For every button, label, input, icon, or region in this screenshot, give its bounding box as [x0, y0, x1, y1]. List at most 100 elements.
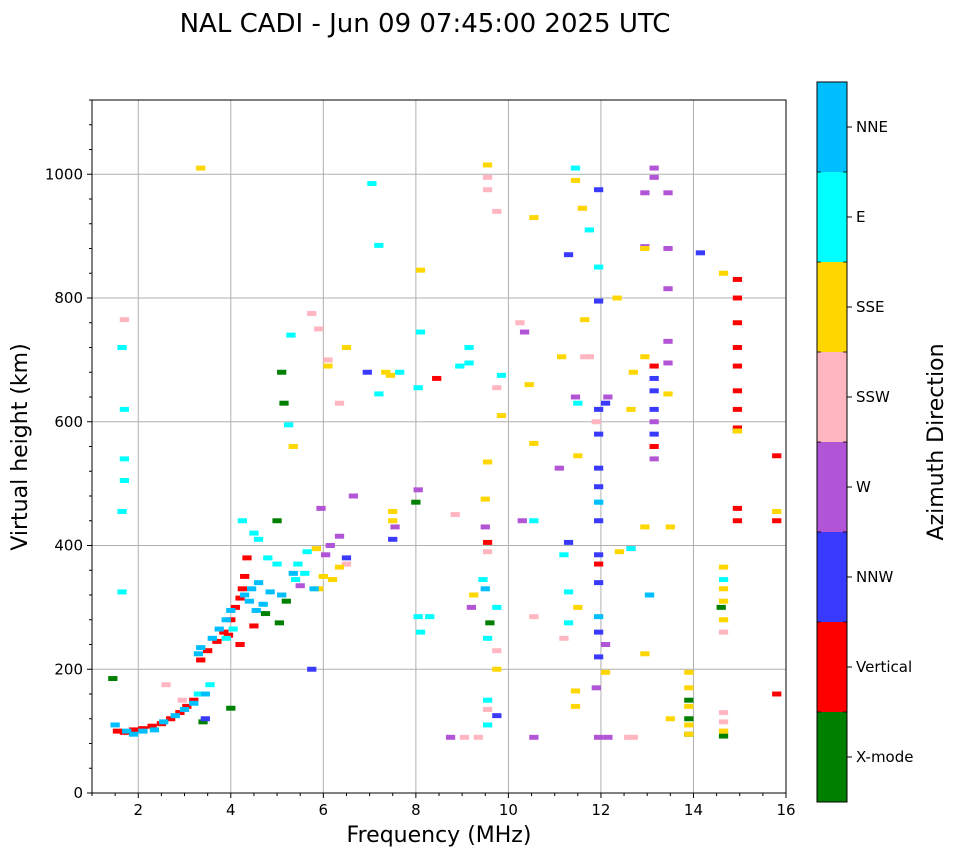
- colorbar-label: Azimuth Direction: [924, 343, 949, 540]
- data-point: [570, 394, 581, 400]
- data-point: [593, 580, 604, 586]
- data-point: [482, 174, 493, 180]
- data-point: [718, 577, 729, 583]
- data-point: [179, 706, 190, 712]
- data-point: [265, 589, 275, 595]
- data-point: [203, 648, 213, 654]
- data-point: [200, 716, 210, 722]
- data-point: [649, 165, 659, 171]
- data-point: [718, 617, 729, 623]
- data-point: [253, 580, 264, 586]
- data-point: [603, 734, 613, 740]
- data-point: [290, 577, 301, 583]
- data-point: [732, 276, 743, 282]
- data-point: [593, 465, 604, 471]
- data-point: [147, 723, 157, 729]
- data-point: [684, 731, 694, 737]
- data-point: [482, 706, 493, 712]
- grid: [92, 100, 786, 793]
- data-point: [663, 338, 673, 344]
- data-point: [665, 524, 675, 530]
- data-point: [482, 697, 493, 703]
- data-point: [663, 190, 673, 196]
- y-tick-label: 1000: [45, 165, 83, 183]
- data-point: [684, 703, 694, 709]
- x-tick-label: 8: [411, 801, 421, 819]
- data-point: [327, 577, 338, 583]
- data-point: [772, 691, 782, 697]
- data-point: [263, 555, 273, 561]
- data-point: [649, 456, 659, 462]
- data-point: [718, 733, 729, 739]
- data-point: [226, 607, 236, 613]
- data-point: [482, 459, 493, 465]
- data-point: [593, 654, 604, 660]
- data-point: [563, 589, 574, 595]
- data-point: [570, 177, 581, 183]
- data-point: [381, 369, 391, 375]
- data-point: [318, 573, 328, 579]
- data-point: [480, 524, 490, 530]
- y-tick-label: 400: [54, 537, 83, 555]
- data-point: [189, 700, 199, 706]
- data-point: [482, 162, 493, 168]
- data-point: [524, 382, 534, 388]
- data-point: [563, 620, 574, 626]
- data-point: [570, 165, 581, 171]
- data-point: [580, 317, 590, 323]
- data-point: [277, 592, 287, 598]
- data-point: [293, 561, 303, 567]
- data-point: [732, 320, 743, 326]
- data-point: [593, 561, 604, 567]
- x-axis-label: Frequency (MHz): [347, 823, 532, 848]
- data-point: [649, 174, 659, 180]
- data-point: [316, 505, 326, 511]
- data-point: [492, 648, 502, 654]
- data-point: [718, 629, 729, 635]
- data-point: [593, 614, 604, 620]
- data-point: [663, 360, 673, 366]
- data-point: [246, 586, 257, 592]
- x-tick-label: 6: [319, 801, 329, 819]
- data-point: [445, 734, 456, 740]
- data-point: [385, 372, 396, 378]
- data-point: [249, 530, 259, 536]
- data-point: [570, 688, 581, 694]
- data-point: [166, 716, 176, 722]
- data-point: [235, 642, 245, 647]
- data-point: [466, 604, 477, 610]
- colorbar-swatch: [817, 442, 847, 532]
- colorbar: X-mode Vertical NNW W SSW SSE E NNE: [816, 81, 913, 803]
- data-point: [649, 375, 659, 381]
- series-e: [117, 165, 729, 728]
- data-point: [341, 345, 352, 350]
- data-point: [411, 499, 421, 505]
- data-point: [221, 617, 231, 623]
- data-point: [732, 406, 743, 412]
- data-point: [663, 286, 673, 292]
- data-point: [469, 592, 479, 598]
- chart-title: NAL CADI - Jun 09 07:45:00 2025 UTC: [180, 9, 671, 39]
- data-point: [515, 320, 525, 326]
- data-point: [207, 635, 217, 641]
- data-point: [492, 208, 502, 214]
- data-marks: [108, 162, 782, 740]
- data-point: [251, 607, 261, 613]
- data-point: [413, 614, 423, 620]
- data-point: [334, 533, 345, 539]
- data-point: [718, 728, 729, 734]
- colorbar-tick-label: W: [856, 478, 871, 496]
- data-point: [584, 354, 594, 360]
- data-point: [732, 363, 743, 369]
- data-point: [593, 298, 604, 304]
- data-point: [517, 518, 527, 524]
- data-point: [362, 369, 372, 375]
- data-point: [117, 589, 127, 595]
- colorbar-swatch: [817, 532, 847, 622]
- data-point: [450, 512, 460, 518]
- data-point: [307, 310, 317, 316]
- data-point: [119, 456, 130, 462]
- data-point: [772, 508, 782, 514]
- data-point: [644, 592, 655, 598]
- data-point: [159, 719, 169, 725]
